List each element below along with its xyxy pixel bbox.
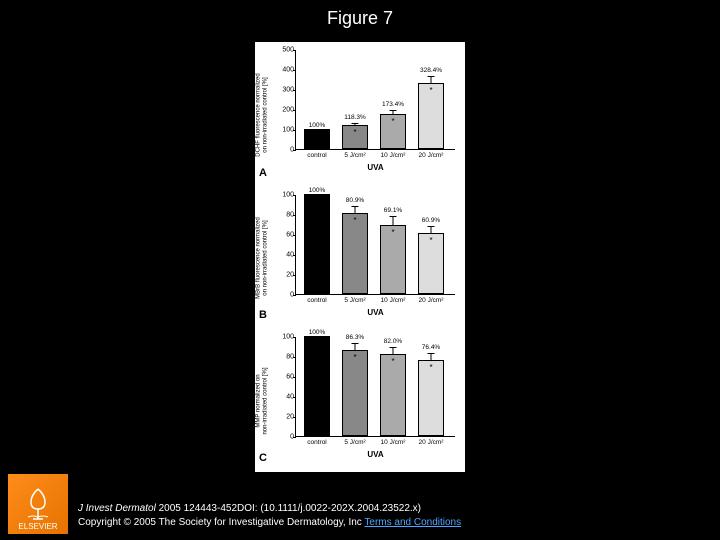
panel-letter: C bbox=[259, 452, 267, 464]
significance-star-icon: * bbox=[391, 357, 394, 366]
citation-line-1: J Invest Dermatol 2005 124443-452DOI: (1… bbox=[78, 502, 461, 516]
panel-a: DCHF fluorescence normalizedon non-irrad… bbox=[255, 42, 465, 187]
bar: 173.4%* bbox=[380, 114, 406, 149]
bar: 80.9%* bbox=[342, 213, 368, 294]
publisher-logo: ELSEVIER bbox=[8, 474, 68, 534]
x-tick-label: 20 J/cm² bbox=[419, 439, 444, 446]
bar: 69.1%* bbox=[380, 225, 406, 294]
chart-area: 0100200300400500100%control118.3%*5 J/cm… bbox=[295, 50, 455, 150]
x-tick-label: 5 J/cm² bbox=[344, 297, 365, 304]
x-tick-label: control bbox=[307, 297, 327, 304]
y-axis-label: MMP normalized onnon-irradiated control … bbox=[255, 351, 268, 451]
bar-value-label: 100% bbox=[309, 329, 326, 336]
significance-star-icon: * bbox=[429, 86, 432, 95]
bar-value-label: 76.4% bbox=[422, 344, 440, 351]
x-tick-label: 20 J/cm² bbox=[419, 297, 444, 304]
significance-star-icon: * bbox=[429, 236, 432, 245]
significance-star-icon: * bbox=[429, 363, 432, 372]
x-tick-label: control bbox=[307, 439, 327, 446]
x-tick-label: 10 J/cm² bbox=[381, 152, 406, 159]
bar: 328.4%* bbox=[418, 83, 444, 149]
terms-link[interactable]: Terms and Conditions bbox=[364, 517, 461, 528]
significance-star-icon: * bbox=[353, 353, 356, 362]
figure-container: DCHF fluorescence normalizedon non-irrad… bbox=[255, 42, 465, 472]
bar: 86.3%* bbox=[342, 350, 368, 436]
bar-value-label: 69.1% bbox=[384, 207, 402, 214]
copyright-text: Copyright © 2005 The Society for Investi… bbox=[78, 517, 364, 528]
bar-value-label: 118.3% bbox=[344, 114, 366, 121]
bar: 82.0%* bbox=[380, 354, 406, 436]
panel-letter: A bbox=[259, 167, 267, 179]
x-tick-label: 10 J/cm² bbox=[381, 297, 406, 304]
chart-area: 020406080100100%control80.9%*5 J/cm²69.1… bbox=[295, 195, 455, 295]
citation-footer: J Invest Dermatol 2005 124443-452DOI: (1… bbox=[78, 502, 461, 530]
significance-star-icon: * bbox=[391, 228, 394, 237]
bar: 118.3%* bbox=[342, 125, 368, 149]
panel-c: MMP normalized onnon-irradiated control … bbox=[255, 329, 465, 472]
x-axis-label: UVA bbox=[367, 450, 383, 459]
x-tick-label: 10 J/cm² bbox=[381, 439, 406, 446]
bar-value-label: 80.9% bbox=[346, 197, 364, 204]
bar: 60.9%* bbox=[418, 233, 444, 294]
panel-letter: B bbox=[259, 309, 267, 321]
bar-value-label: 82.0% bbox=[384, 338, 402, 345]
bar-value-label: 100% bbox=[309, 122, 326, 129]
bar-value-label: 60.9% bbox=[422, 217, 440, 224]
bar-value-label: 173.4% bbox=[382, 101, 404, 108]
x-tick-label: 5 J/cm² bbox=[344, 152, 365, 159]
significance-star-icon: * bbox=[391, 117, 394, 126]
logo-tree-icon bbox=[23, 487, 53, 522]
bar: 100% bbox=[304, 129, 330, 149]
bar: 76.4%* bbox=[418, 360, 444, 436]
chart-area: 020406080100100%control86.3%*5 J/cm²82.0… bbox=[295, 337, 455, 437]
figure-title: Figure 7 bbox=[0, 8, 720, 29]
x-axis-label: UVA bbox=[367, 308, 383, 317]
significance-star-icon: * bbox=[353, 128, 356, 137]
bar: 100% bbox=[304, 336, 330, 436]
x-tick-label: 5 J/cm² bbox=[344, 439, 365, 446]
y-axis-label: MBrB fluorescence normalizedon non-irrad… bbox=[255, 208, 268, 308]
citation-line-2: Copyright © 2005 The Society for Investi… bbox=[78, 516, 461, 530]
x-tick-label: control bbox=[307, 152, 327, 159]
citation-details: 2005 124443-452DOI: (10.1111/j.0022-202X… bbox=[156, 503, 421, 514]
logo-text: ELSEVIER bbox=[18, 522, 57, 531]
bar-value-label: 86.3% bbox=[346, 334, 364, 341]
significance-star-icon: * bbox=[353, 216, 356, 225]
journal-name: J Invest Dermatol bbox=[78, 503, 156, 514]
bar: 100% bbox=[304, 194, 330, 294]
panel-b: MBrB fluorescence normalizedon non-irrad… bbox=[255, 187, 465, 329]
bar-value-label: 328.4% bbox=[420, 67, 442, 74]
y-axis-label: DCHF fluorescence normalizedon non-irrad… bbox=[255, 65, 268, 165]
x-tick-label: 20 J/cm² bbox=[419, 152, 444, 159]
x-axis-label: UVA bbox=[367, 163, 383, 172]
bar-value-label: 100% bbox=[309, 187, 326, 194]
